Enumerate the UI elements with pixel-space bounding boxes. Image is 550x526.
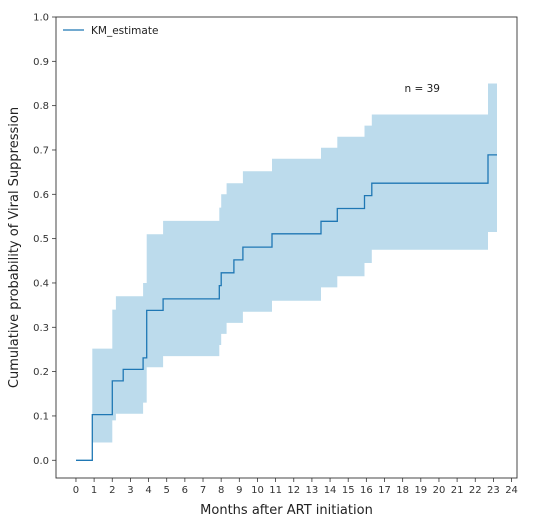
y-tick-label: 0.3 <box>33 323 49 334</box>
y-tick-label: 0.6 <box>33 190 49 201</box>
confidence-band-layer <box>92 83 498 443</box>
x-tick-label: 5 <box>164 485 170 496</box>
x-tick-label: 20 <box>433 485 446 496</box>
x-tick-label: 17 <box>378 485 391 496</box>
x-tick-label: 9 <box>236 485 242 496</box>
x-tick-label: 21 <box>451 485 464 496</box>
legend-label: KM_estimate <box>91 25 158 37</box>
x-tick-label: 23 <box>487 485 500 496</box>
x-tick-label: 24 <box>505 485 518 496</box>
x-tick-label: 13 <box>306 485 319 496</box>
legend: KM_estimate <box>63 25 158 37</box>
sample-size-annotation: n = 39 <box>404 83 440 95</box>
x-axis-ticks: 0 1 2 3 4 5 6 7 8 9 10 11 12 13 14 15 16 17 18 19 20 21 22 23 24 <box>73 478 518 496</box>
x-tick-label: 0 <box>73 485 79 496</box>
x-tick-label: 11 <box>269 485 282 496</box>
x-tick-label: 18 <box>396 485 409 496</box>
plot-frame <box>55 16 518 479</box>
y-tick-label: 0.7 <box>33 145 49 156</box>
km-line-layer <box>76 154 497 461</box>
y-axis-title: Cumulative probability of Viral Suppress… <box>7 107 22 388</box>
y-axis-ticks: 0.0 0.1 0.2 0.3 0.4 0.5 0.6 0.7 0.8 0.9 1.0 <box>33 13 56 467</box>
x-tick-label: 8 <box>218 485 224 496</box>
x-tick-label: 2 <box>109 485 115 496</box>
y-tick-label: 0.0 <box>33 456 49 467</box>
x-tick-label: 12 <box>287 485 300 496</box>
x-tick-label: 7 <box>200 485 206 496</box>
confidence-band <box>92 83 498 443</box>
x-tick-label: 15 <box>342 485 355 496</box>
y-tick-label: 1.0 <box>33 13 49 24</box>
x-tick-label: 1 <box>91 485 97 496</box>
y-tick-label: 0.4 <box>33 278 49 289</box>
y-tick-label: 0.5 <box>33 234 49 245</box>
x-tick-label: 22 <box>469 485 482 496</box>
x-tick-label: 3 <box>127 485 133 496</box>
y-tick-label: 0.2 <box>33 367 49 378</box>
km-step-line <box>76 154 497 461</box>
x-tick-label: 4 <box>145 485 151 496</box>
x-tick-label: 16 <box>360 485 373 496</box>
x-tick-label: 19 <box>414 485 427 496</box>
y-tick-label: 0.8 <box>33 101 49 112</box>
x-tick-label: 6 <box>182 485 188 496</box>
y-tick-label: 0.1 <box>33 411 49 422</box>
x-tick-label: 14 <box>324 485 337 496</box>
y-tick-label: 0.9 <box>33 57 49 68</box>
x-tick-label: 10 <box>251 485 264 496</box>
x-axis-title: Months after ART initiation <box>200 503 373 518</box>
